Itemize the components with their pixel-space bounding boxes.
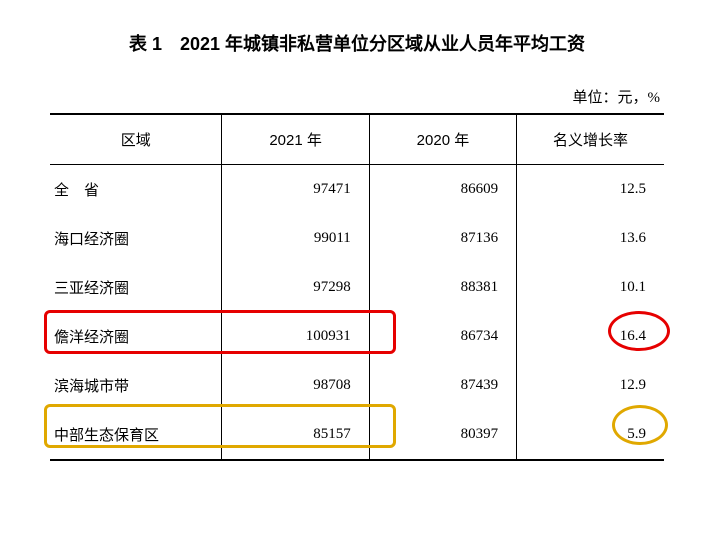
cell-growth: 5.9 [517, 410, 664, 460]
table-row: 海口经济圈 99011 87136 13.6 [50, 214, 664, 263]
salary-table: 区域 2021 年 2020 年 名义增长率 全 省 97471 86609 1… [50, 113, 664, 461]
table-row: 三亚经济圈 97298 88381 10.1 [50, 263, 664, 312]
cell-growth: 13.6 [517, 214, 664, 263]
table-row: 全 省 97471 86609 12.5 [50, 165, 664, 215]
cell-growth: 10.1 [517, 263, 664, 312]
cell-region: 三亚经济圈 [50, 263, 222, 312]
table-row: 儋洋经济圈 100931 86734 16.4 [50, 312, 664, 361]
cell-growth: 16.4 [517, 312, 664, 361]
cell-2021: 85157 [222, 410, 369, 460]
cell-2020: 86734 [369, 312, 516, 361]
table-row: 滨海城市带 98708 87439 12.9 [50, 361, 664, 410]
col-region: 区域 [50, 114, 222, 165]
cell-2021: 100931 [222, 312, 369, 361]
cell-2020: 87439 [369, 361, 516, 410]
cell-region: 滨海城市带 [50, 361, 222, 410]
table-wrap: 区域 2021 年 2020 年 名义增长率 全 省 97471 86609 1… [50, 113, 664, 461]
table-row: 中部生态保育区 85157 80397 5.9 [50, 410, 664, 460]
cell-2021: 98708 [222, 361, 369, 410]
cell-2021: 99011 [222, 214, 369, 263]
cell-region: 海口经济圈 [50, 214, 222, 263]
unit-label: 单位：元，% [50, 86, 664, 107]
col-growth: 名义增长率 [517, 114, 664, 165]
cell-2020: 87136 [369, 214, 516, 263]
cell-region: 全 省 [50, 165, 222, 215]
cell-2020: 88381 [369, 263, 516, 312]
table-title: 表 1 2021 年城镇非私营单位分区域从业人员年平均工资 [50, 30, 664, 56]
col-2020: 2020 年 [369, 114, 516, 165]
col-2021: 2021 年 [222, 114, 369, 165]
cell-growth: 12.5 [517, 165, 664, 215]
cell-growth: 12.9 [517, 361, 664, 410]
cell-2020: 86609 [369, 165, 516, 215]
cell-2021: 97298 [222, 263, 369, 312]
cell-2021: 97471 [222, 165, 369, 215]
cell-region: 儋洋经济圈 [50, 312, 222, 361]
cell-region: 中部生态保育区 [50, 410, 222, 460]
cell-2020: 80397 [369, 410, 516, 460]
